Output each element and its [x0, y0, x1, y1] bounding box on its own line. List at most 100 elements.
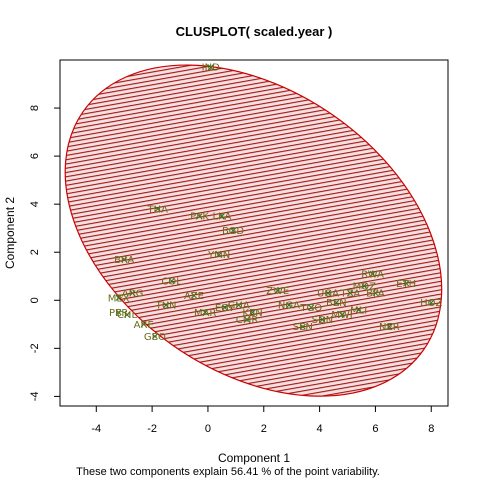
point-label: GEO	[144, 332, 166, 343]
point-label: TUN	[155, 301, 177, 312]
data-point	[372, 290, 379, 297]
data-point	[244, 316, 250, 323]
y-tick-label: -2	[29, 343, 41, 353]
data-point	[202, 309, 209, 316]
data-point	[308, 304, 315, 311]
point-label: THA	[146, 204, 168, 215]
point-label: TGO	[299, 303, 322, 314]
point-label: MOZ	[353, 281, 376, 292]
x-axis-label: Component 1	[218, 451, 290, 465]
point-label: AZE	[184, 291, 204, 302]
y-axis: -4 -2 0 2 4 6 8	[29, 105, 60, 401]
y-tick-label: 4	[29, 201, 41, 207]
data-point	[338, 311, 345, 318]
data-point	[386, 323, 393, 330]
point-label: LKA	[213, 212, 232, 223]
point-label: BEN	[326, 298, 347, 309]
data-point	[230, 227, 237, 234]
point-label: IND	[202, 63, 220, 74]
y-tick-label: 2	[29, 249, 41, 255]
data-point	[361, 282, 368, 289]
point-label: NER	[379, 322, 400, 333]
y-tick-label: 8	[29, 105, 41, 111]
data-point	[347, 290, 354, 297]
data-point	[191, 292, 197, 299]
data-point	[221, 304, 228, 311]
point-label: MWI	[331, 310, 352, 321]
data-point	[428, 299, 435, 306]
data-point	[355, 306, 362, 313]
point-label: SDN	[312, 315, 334, 326]
data-point	[121, 256, 128, 263]
x-tick-label: -2	[147, 423, 157, 435]
x-tick-label: 8	[428, 423, 434, 435]
y-tick-label: -4	[29, 391, 41, 401]
chart-title: CLUSPLOT( scaled.year )	[176, 24, 333, 39]
point-label: YMN	[207, 250, 230, 261]
points-layer	[115, 64, 435, 340]
data-point	[216, 251, 223, 258]
x-tick-label: 0	[205, 423, 211, 435]
point-label: PER	[109, 308, 128, 319]
x-tick-label: -4	[91, 423, 101, 435]
point-label: BRA	[114, 255, 134, 266]
data-point	[154, 206, 161, 212]
data-point	[235, 302, 242, 309]
point-label: KEN	[242, 308, 262, 319]
data-point	[249, 309, 256, 316]
data-point	[319, 316, 326, 323]
point-label: ZWE	[266, 286, 289, 297]
data-point	[168, 278, 175, 285]
point-label: ETH	[396, 279, 416, 290]
data-point	[124, 311, 130, 318]
data-point	[115, 309, 122, 316]
data-point	[218, 213, 225, 220]
data-point	[140, 321, 147, 328]
data-point	[369, 270, 376, 277]
data-point	[115, 294, 122, 301]
point-label: ARG	[122, 289, 144, 300]
point-label: GHA	[228, 301, 250, 312]
x-tick-label: 6	[372, 423, 378, 435]
point-label: CHL	[117, 310, 138, 321]
point-label: SEN	[293, 322, 313, 333]
point-label: BFA	[366, 289, 385, 300]
point-label: CMR	[236, 315, 259, 326]
cluster-ellipse	[64, 64, 443, 397]
data-point	[299, 323, 306, 330]
point-label: BGD	[222, 226, 244, 237]
point-label: RWA	[361, 269, 384, 280]
point-label: MAR	[194, 308, 216, 319]
plot-frame	[59, 59, 449, 407]
point-labels-layer: IND THA PAK LKA BGD YMN BRA ETH RWA HOZ ZWE SEN NER C…	[108, 63, 443, 343]
point-label: ARE	[134, 320, 154, 331]
variability-note: These two components explain 56.41 % of …	[76, 466, 380, 478]
x-axis: -4 -2 0 2 4 6 8	[91, 406, 434, 435]
data-point	[151, 333, 158, 340]
plot-area: IND THA PAK LKA BGD YMN BRA ETH RWA HOZ ZWE SEN NER C…	[64, 63, 443, 397]
x-tick-label: 4	[317, 423, 323, 435]
y-axis-label: Component 2	[3, 197, 17, 269]
data-point	[285, 302, 292, 309]
point-label: TZA	[339, 289, 360, 300]
x-tick-label: 2	[261, 423, 267, 435]
y-tick-label: 0	[29, 297, 41, 303]
point-label: COL	[161, 277, 182, 288]
point-label: MEX	[108, 293, 130, 304]
data-point	[129, 290, 136, 297]
point-label: NGA	[278, 301, 300, 312]
point-label: HOZ	[420, 298, 442, 309]
y-tick-label: 6	[29, 153, 41, 159]
data-point	[196, 213, 203, 220]
data-point	[325, 290, 331, 297]
point-label: MLI	[350, 305, 367, 316]
data-point	[207, 64, 214, 71]
data-point	[333, 299, 340, 306]
data-point	[274, 287, 281, 294]
data-point	[403, 280, 410, 287]
data-point	[163, 302, 170, 309]
point-label: UGA	[317, 289, 339, 300]
point-label: EGY	[215, 303, 236, 314]
point-label: PAK	[190, 212, 209, 223]
